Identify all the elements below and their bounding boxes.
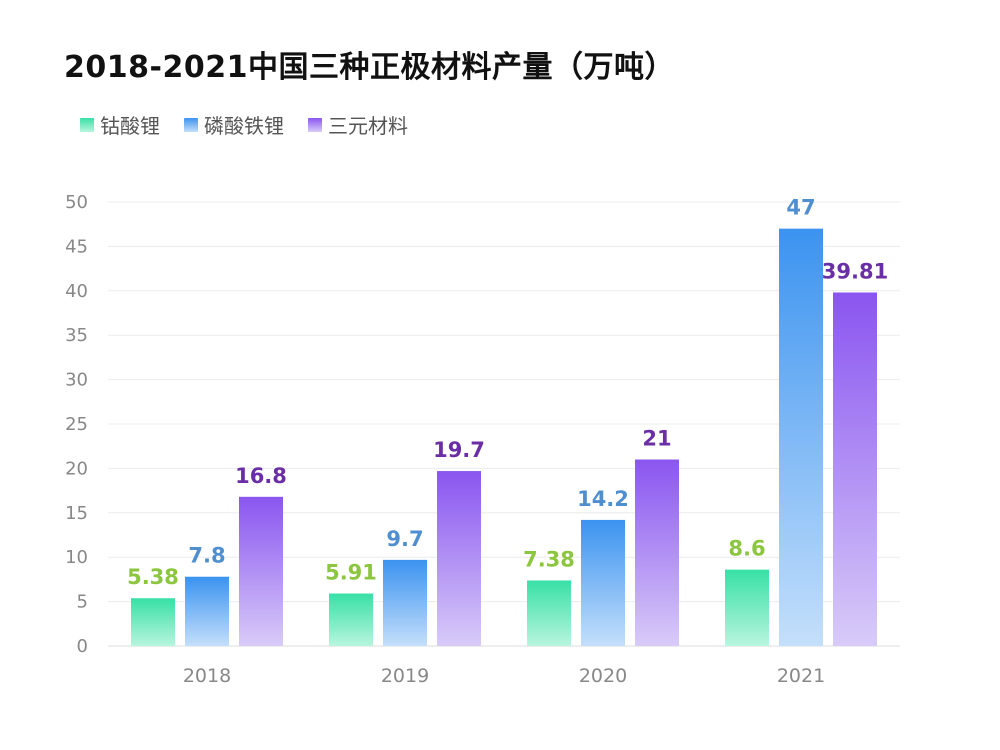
data-labels: 5.38 7.8 16.8 5.91 9.7 19.7 7.38 14.2 21 8.6 47 39.…: [127, 196, 888, 590]
data-label-lfp-2020: 14.2: [577, 487, 629, 511]
data-label-lco-2020: 7.38: [523, 547, 575, 571]
bar-lco-2019[interactable]: [329, 593, 373, 646]
x-tick-label: 2019: [381, 665, 429, 687]
bar-lco-2020[interactable]: [527, 580, 571, 646]
legend-item-lfp[interactable]: 磷酸铁锂: [184, 110, 284, 139]
x-tick-label: 2021: [777, 665, 825, 687]
data-label-ncm-2021: 39.81: [822, 259, 888, 283]
legend: 钴酸锂 磷酸铁锂 三元材料: [80, 110, 408, 139]
data-label-lco-2018: 5.38: [127, 565, 179, 589]
data-label-lfp-2018: 7.8: [188, 544, 225, 568]
legend-item-lco[interactable]: 钴酸锂: [80, 110, 160, 139]
y-tick-label: 50: [65, 192, 88, 213]
data-label-ncm-2019: 19.7: [433, 438, 485, 462]
x-tick-label: 2018: [183, 665, 231, 687]
x-axis: 2018 2019 2020 2021: [183, 665, 825, 687]
legend-label-lco: 钴酸锂: [100, 114, 160, 138]
y-tick-label: 5: [77, 592, 88, 613]
data-label-lfp-2021: 47: [786, 196, 815, 220]
legend-label-lfp: 磷酸铁锂: [204, 114, 284, 138]
data-label-lfp-2019: 9.7: [386, 527, 423, 551]
bar-ncm-2018[interactable]: [239, 496, 283, 646]
legend-swatch-lfp: [184, 117, 198, 132]
legend-label-ncm: 三元材料: [328, 114, 408, 138]
legend-swatch-lco: [80, 117, 94, 132]
y-tick-label: 25: [65, 414, 88, 435]
y-tick-label: 30: [65, 370, 88, 391]
y-tick-label: 10: [65, 547, 88, 568]
y-tick-label: 0: [77, 636, 88, 657]
y-tick-label: 20: [65, 458, 88, 479]
chart-title: 2018-2021中国三种正极材料产量（万吨）: [64, 50, 675, 85]
bar-lfp-2018[interactable]: [185, 576, 229, 646]
legend-item-ncm[interactable]: 三元材料: [308, 110, 408, 139]
data-label-ncm-2020: 21: [642, 427, 671, 451]
y-tick-label: 40: [65, 281, 88, 302]
bar-lco-2021[interactable]: [725, 569, 769, 646]
y-tick-label: 35: [65, 325, 88, 346]
bar-lfp-2021[interactable]: [779, 228, 823, 646]
y-axis: 0 5 10 15 20 25 30 35 40 45 50: [65, 192, 88, 657]
legend-swatch-ncm: [308, 117, 322, 132]
bars: [131, 228, 877, 646]
data-label-lco-2021: 8.6: [728, 537, 765, 561]
bar-lfp-2020[interactable]: [581, 519, 625, 646]
y-tick-label: 15: [65, 503, 88, 524]
bar-lco-2018[interactable]: [131, 598, 175, 646]
y-tick-label: 45: [65, 236, 88, 257]
x-tick-label: 2020: [579, 665, 627, 687]
data-label-ncm-2018: 16.8: [235, 464, 287, 488]
bar-ncm-2020[interactable]: [635, 459, 679, 646]
bar-ncm-2019[interactable]: [437, 471, 481, 646]
bar-ncm-2021[interactable]: [833, 292, 877, 646]
data-label-lco-2019: 5.91: [325, 561, 377, 585]
bar-lfp-2019[interactable]: [383, 559, 427, 646]
